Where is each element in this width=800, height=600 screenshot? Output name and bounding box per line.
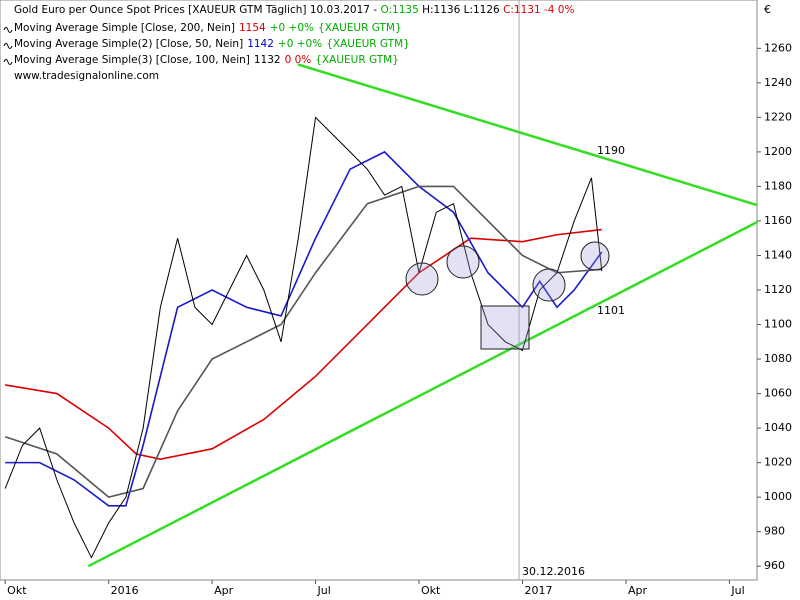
legend-text: {XAUEUR GTM} (326, 38, 410, 50)
y-tick-label: 1200 (764, 145, 792, 158)
legend-text: O:1135 (380, 4, 418, 16)
legend-text: 1132 (254, 54, 281, 66)
legend-text: Gold Euro per Ounce Spot Prices [XAUEUR … (14, 4, 380, 16)
legend-text: Moving Average Simple [Close, 200, Nein] (14, 22, 235, 34)
y-tick-label: 1100 (764, 318, 792, 331)
highlight-circle (580, 241, 610, 271)
legend-icon (3, 27, 13, 33)
legend-text: H:1136 L:1126 (419, 4, 503, 16)
legend-text: C:1131 -4 0% (503, 4, 574, 16)
annotation: 1190 (597, 144, 625, 157)
legend-text: 1142 (247, 38, 274, 50)
legend-icon (3, 43, 13, 49)
trendline (297, 63, 758, 207)
legend-text: Moving Average Simple(2) [Close, 50, Nei… (14, 38, 243, 50)
y-tick-label: 1020 (764, 456, 792, 469)
legend-text: +0 +0% (278, 38, 322, 50)
y-tick-label: 1120 (764, 283, 792, 296)
x-tick-label: Jul (317, 584, 331, 597)
y-tick-label: 1240 (764, 76, 792, 89)
y-tick-label: 1000 (764, 490, 792, 503)
y-tick-label: 1160 (764, 214, 792, 227)
trendline (87, 221, 758, 568)
legend-row: Moving Average Simple(3) [Close, 100, Ne… (14, 54, 399, 66)
x-tick-label: Jul (730, 584, 744, 597)
legend-text: {XAUEUR GTM} (318, 22, 402, 34)
y-tick-label: 1040 (764, 421, 792, 434)
date-marker-label: 30.12.2016 (522, 565, 585, 578)
legend-text: 1154 (239, 22, 266, 34)
plot-frame (0, 0, 758, 581)
legend-row: Moving Average Simple(2) [Close, 50, Nei… (14, 38, 410, 50)
legend-text: +0 +0% (270, 22, 314, 34)
price-line (4, 116, 603, 559)
x-tick-label: Okt (421, 584, 441, 597)
highlight-box (480, 305, 530, 350)
x-tick-label: Apr (628, 584, 648, 597)
x-tick-label: Apr (214, 584, 234, 597)
legend-text: Moving Average Simple(3) [Close, 100, Ne… (14, 54, 250, 66)
x-tick-label: Okt (7, 584, 27, 597)
x-tick-label: 2017 (524, 584, 552, 597)
y-tick-label: 1080 (764, 352, 792, 365)
y-tick-label: 1220 (764, 110, 792, 123)
y-tick-label: 1140 (764, 248, 792, 261)
y-tick-label: 960 (764, 559, 785, 572)
x-tick-label: 2016 (111, 584, 139, 597)
highlight-circle (446, 245, 480, 279)
source: www.tradesignalonline.com (14, 70, 159, 82)
y-tick-label: 1180 (764, 179, 792, 192)
highlight-circle (405, 262, 439, 296)
y-tick-label: 1060 (764, 387, 792, 400)
legend-row: Gold Euro per Ounce Spot Prices [XAUEUR … (14, 4, 574, 16)
highlight-circle (532, 268, 566, 302)
legend-row: Moving Average Simple [Close, 200, Nein]… (14, 22, 402, 34)
y-tick-label: 1260 (764, 41, 792, 54)
moving-average (5, 228, 602, 460)
legend-text: 0 0% (285, 54, 312, 66)
legend-icon (3, 59, 13, 65)
currency: € (764, 3, 771, 16)
legend-text: {XAUEUR GTM} (315, 54, 399, 66)
moving-average (4, 185, 602, 499)
y-tick-label: 980 (764, 525, 785, 538)
annotation: 1101 (597, 304, 625, 317)
